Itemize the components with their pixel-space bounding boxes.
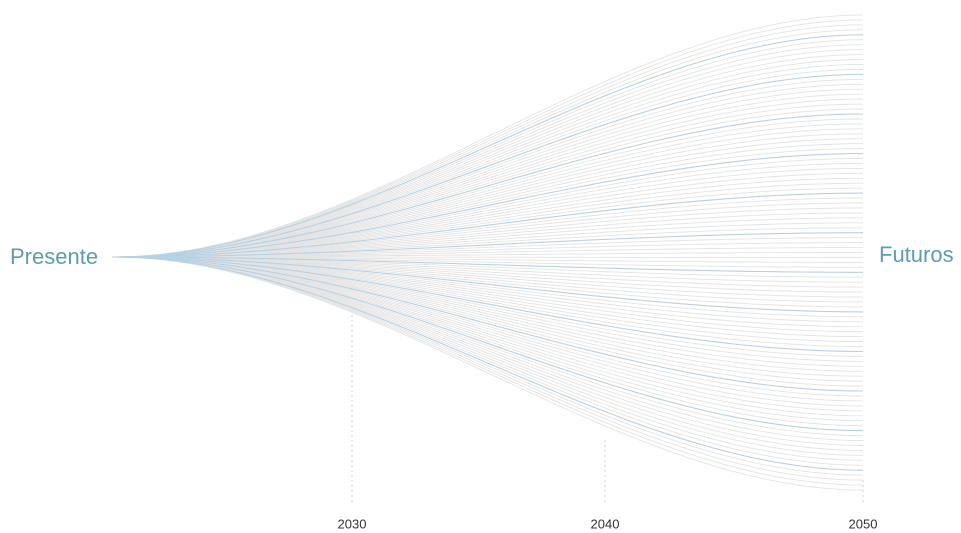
highlight-line (114, 256, 864, 353)
future-line (114, 256, 864, 437)
future-line (114, 256, 864, 486)
year-labels: 2030 2040 2050 (338, 516, 878, 531)
year-label: 2040 (591, 516, 620, 531)
future-line (114, 88, 864, 258)
end-label: Futuros (879, 242, 954, 267)
future-line (114, 256, 864, 367)
highlight-line (115, 232, 863, 258)
future-line (114, 14, 864, 258)
future-line (114, 83, 864, 258)
future-line (114, 256, 864, 451)
year-guides (351, 305, 864, 505)
future-line (114, 138, 864, 258)
highlight-line (114, 152, 864, 258)
highlight-line (115, 256, 863, 273)
year-label: 2030 (338, 516, 367, 531)
future-line (114, 39, 864, 258)
future-lines (114, 14, 864, 491)
year-label: 2050 (849, 516, 878, 531)
start-label: Presente (10, 244, 98, 269)
future-line (114, 256, 864, 402)
future-line (114, 68, 864, 258)
highlight-line (114, 256, 864, 471)
future-line (114, 256, 864, 491)
highlight-line (114, 113, 864, 258)
highlight-line (114, 256, 864, 392)
highlight-line (115, 256, 864, 313)
highlight-line (114, 34, 864, 258)
future-line (114, 256, 864, 397)
highlight-line (114, 256, 864, 432)
highlight-line (114, 192, 864, 258)
future-line (114, 19, 864, 258)
highlight-line (114, 73, 864, 258)
future-line (114, 64, 864, 258)
